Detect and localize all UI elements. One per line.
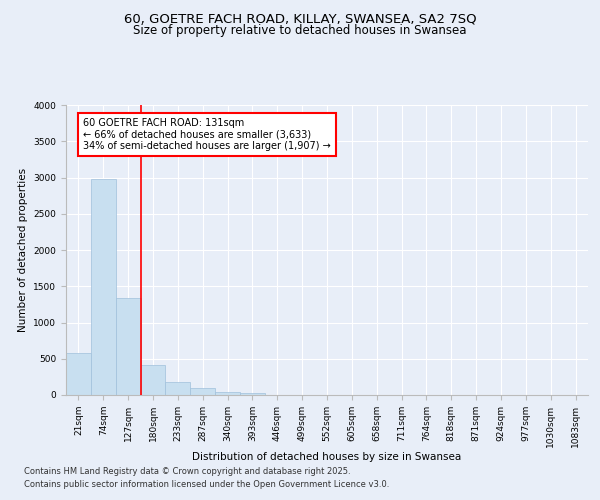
Bar	[190, 388, 215, 395]
Text: Contains public sector information licensed under the Open Government Licence v3: Contains public sector information licen…	[24, 480, 389, 489]
X-axis label: Distribution of detached houses by size in Swansea: Distribution of detached houses by size …	[193, 452, 461, 462]
Text: 60 GOETRE FACH ROAD: 131sqm
← 66% of detached houses are smaller (3,633)
34% of : 60 GOETRE FACH ROAD: 131sqm ← 66% of det…	[83, 118, 331, 152]
Text: 60, GOETRE FACH ROAD, KILLAY, SWANSEA, SA2 7SQ: 60, GOETRE FACH ROAD, KILLAY, SWANSEA, S…	[124, 12, 476, 26]
Bar	[166, 382, 190, 395]
Y-axis label: Number of detached properties: Number of detached properties	[18, 168, 28, 332]
Bar	[215, 392, 240, 395]
Text: Contains HM Land Registry data © Crown copyright and database right 2025.: Contains HM Land Registry data © Crown c…	[24, 467, 350, 476]
Bar	[116, 298, 140, 395]
Text: Size of property relative to detached houses in Swansea: Size of property relative to detached ho…	[133, 24, 467, 37]
Bar	[66, 353, 91, 395]
Bar	[91, 179, 116, 395]
Bar	[240, 393, 265, 395]
Bar	[140, 364, 166, 395]
